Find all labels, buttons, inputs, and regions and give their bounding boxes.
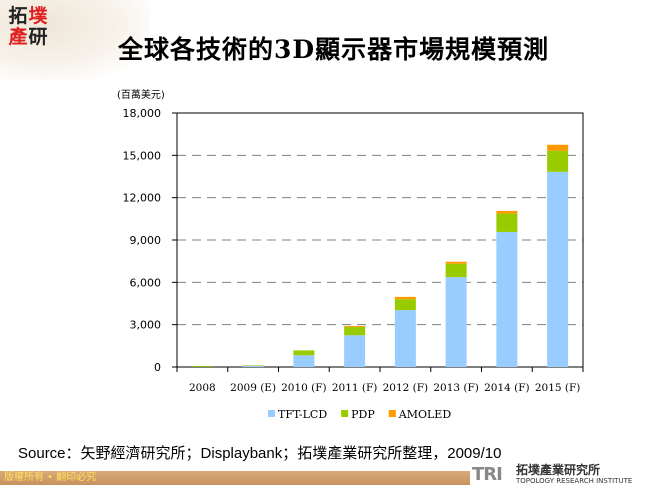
bar-tft-lcd	[242, 365, 264, 367]
bar-amoled	[496, 210, 518, 214]
x-tick-label: 2010 (F)	[281, 382, 327, 394]
source-note: Source：矢野經濟研究所；Displaybank；拓墣產業研究所整理，200…	[18, 445, 502, 462]
x-tick-label: 2009 (E)	[230, 382, 276, 394]
bar-amoled	[394, 296, 416, 300]
x-tick-label: 2013 (F)	[433, 382, 479, 394]
y-tick-label: 0	[154, 361, 161, 374]
legend-label: PDP	[351, 408, 375, 421]
legend-label: AMOLED	[398, 408, 452, 421]
x-tick-label: 2008	[189, 382, 216, 394]
y-tick-label: 18,000	[123, 107, 162, 120]
x-tick-label: 2012 (F)	[383, 382, 429, 394]
y-tick-label: 3,000	[130, 319, 162, 332]
bar-pdp	[293, 350, 315, 356]
bar-tft-lcd	[293, 355, 315, 367]
x-tick-label: 2015 (F)	[535, 382, 581, 394]
tri-logo: TRI 拓墣產業研究所 TOPOLOGY RESEARCH INSTITUTE	[470, 464, 650, 485]
bar-pdp	[445, 263, 467, 278]
bar-pdp	[344, 326, 366, 336]
bar-pdp	[496, 213, 518, 232]
legend-swatch	[268, 410, 275, 417]
bar-tft-lcd	[445, 277, 467, 367]
bar-amoled	[547, 144, 569, 151]
x-tick-label: 2011 (F)	[332, 382, 378, 394]
bar-pdp	[191, 366, 213, 367]
background-decoration	[0, 0, 150, 80]
bar-tft-lcd	[496, 231, 518, 367]
bar-amoled	[344, 325, 366, 327]
bar-tft-lcd	[344, 335, 366, 367]
y-tick-label: 15,000	[123, 149, 162, 162]
tri-abbr: TRI	[472, 464, 503, 485]
bar-tft-lcd	[394, 310, 416, 367]
chart: 0 3,000 6,000 9,000 12,000 15,000 18,000 2008 20…	[123, 107, 584, 421]
bar-amoled	[445, 261, 467, 264]
legend-swatch	[388, 410, 396, 417]
copyright-text: 版權所有 • 翻印必究	[4, 472, 97, 483]
legend-swatch	[341, 410, 349, 417]
x-tick-label: 2014 (F)	[484, 382, 530, 394]
bar-tft-lcd	[547, 171, 569, 367]
y-tick-label: 12,000	[123, 192, 162, 205]
y-tick-label: 9,000	[130, 234, 162, 247]
legend-label: TFT-LCD	[278, 408, 327, 421]
y-tick-label: 6,000	[130, 276, 162, 289]
tri-name-en: TOPOLOGY RESEARCH INSTITUTE	[516, 477, 633, 485]
tri-name-cn: 拓墣產業研究所	[516, 463, 601, 477]
y-axis-unit: (百萬美元)	[117, 90, 165, 101]
bar-pdp	[547, 150, 569, 172]
logo: 拓墣產研	[8, 5, 48, 48]
bar-pdp	[394, 299, 416, 311]
bar-pdp	[242, 365, 264, 366]
page-title: 全球各技術的3D顯示器市場規模預測	[118, 35, 550, 64]
